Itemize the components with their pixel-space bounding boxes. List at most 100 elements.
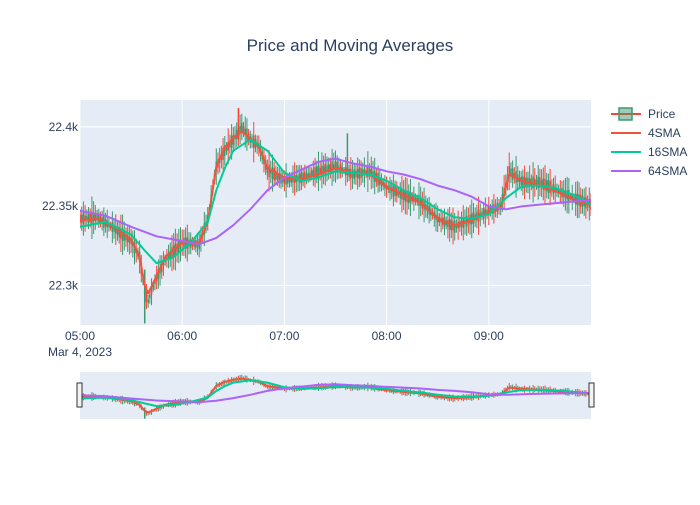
price-candle-body (276, 173, 279, 180)
price-candle-body (416, 197, 419, 203)
price-candle-body (244, 128, 247, 136)
range-slider-handle-left[interactable] (76, 382, 83, 408)
price-candle-body (559, 190, 562, 194)
price-candle-body (522, 176, 524, 189)
price-candle-body (118, 227, 120, 238)
price-candle-body (114, 225, 117, 234)
price-candle-body (285, 176, 287, 185)
price-candle-body (97, 214, 100, 223)
legend-label-64sma[interactable]: 64SMA (648, 164, 687, 178)
price-candle-body (225, 145, 228, 152)
price-candle-body (120, 228, 122, 239)
price-candle-body (149, 294, 151, 299)
price-candle-body (367, 166, 369, 178)
price-candle-body (266, 166, 269, 173)
price-candle-body (125, 234, 127, 241)
price-candle-body (241, 122, 243, 132)
price-candle-body (91, 211, 93, 224)
price-candle-body (573, 196, 575, 200)
price-candle-body (167, 253, 170, 260)
price-candle-body (307, 173, 310, 178)
main-series-group (80, 107, 591, 324)
price-candle-body (569, 194, 572, 199)
price-candle-body (86, 216, 88, 221)
price-candle-body (532, 176, 534, 189)
price-candle-body (336, 161, 339, 173)
price-candle-body (568, 189, 570, 202)
price-candle-body (448, 219, 451, 230)
range-slider-handle-right[interactable] (588, 382, 595, 408)
price-candle-body (128, 236, 131, 243)
plot-area[interactable] (80, 100, 591, 325)
price-candle-body (566, 190, 568, 200)
price-candle-body (121, 228, 124, 241)
price-candle-body (477, 209, 480, 222)
y-tick-label: 22.35k (42, 199, 79, 213)
price-candle-body (227, 141, 229, 151)
price-candle-body (510, 168, 512, 177)
price-candle-body (365, 170, 367, 174)
price-candle-body (150, 288, 153, 295)
x-tick-label: 05:00 (65, 329, 95, 343)
price-candle-body (82, 212, 85, 225)
legend-label-price[interactable]: Price (648, 107, 676, 121)
price-candle-body (290, 176, 293, 183)
price-candle-body (300, 171, 303, 184)
price-candle-body (319, 167, 321, 174)
price-candle-body (482, 207, 485, 219)
price-candle-body (89, 213, 92, 222)
price-candle-body (315, 166, 318, 178)
price-candle-body (312, 169, 315, 177)
price-candle-body (486, 209, 488, 214)
price-candle-body (96, 214, 98, 221)
series-16sma-line (80, 138, 591, 265)
legend-label-16sma[interactable]: 16SMA (648, 145, 687, 159)
price-candle-body (273, 168, 275, 181)
price-candle-body (539, 177, 541, 188)
legend-swatch-price[interactable] (618, 107, 633, 121)
price-candle-body (223, 145, 226, 157)
price-candle-body (321, 165, 323, 176)
x-tick-label: 08:00 (372, 329, 402, 343)
legend-label-4sma[interactable]: 4SMA (648, 126, 681, 140)
price-candle-body (368, 168, 371, 174)
price-candle-body (544, 179, 546, 191)
price-candle-body (484, 209, 487, 216)
price-candle-body (298, 173, 301, 183)
price-candle-body (324, 164, 327, 175)
price-candle-body (322, 166, 325, 174)
price-candle-body (145, 290, 148, 303)
price-candle-body (305, 173, 308, 178)
price-candle-body (113, 225, 115, 232)
legend: Price 4SMA 16SMA 64SMA (611, 107, 687, 178)
price-candle-body (419, 197, 422, 206)
price-candle-body (302, 173, 304, 181)
y-axis-ticks: 22.3k 22.35k 22.4k (42, 120, 79, 292)
price-candle-body (452, 221, 454, 231)
price-candle-body (370, 168, 373, 178)
price-candle-body (377, 172, 379, 186)
price-candle-body (232, 134, 235, 145)
price-candle-body (511, 168, 514, 180)
price-candle-body (160, 262, 163, 272)
price-candle-body (537, 176, 539, 189)
price-candle-body (535, 179, 538, 186)
price-candle-body (361, 169, 364, 176)
price-candle-body (331, 161, 333, 174)
price-candle-body (126, 235, 129, 242)
price-candle-body (421, 198, 424, 209)
price-candle-body (498, 204, 500, 210)
price-candle-body (479, 213, 482, 217)
price-candle-body (414, 197, 417, 202)
price-candle-body (283, 178, 286, 184)
price-candle-body (123, 231, 126, 241)
series-64sma-mini (80, 383, 591, 404)
x-axis-ticks: 05:00 06:00 07:00 08:00 09:00 (65, 329, 504, 343)
price-candle-body (574, 193, 577, 205)
price-candle-body (222, 147, 224, 160)
price-candle-body (172, 245, 175, 258)
price-candle-body (353, 169, 356, 180)
price-candle-body (314, 167, 316, 178)
